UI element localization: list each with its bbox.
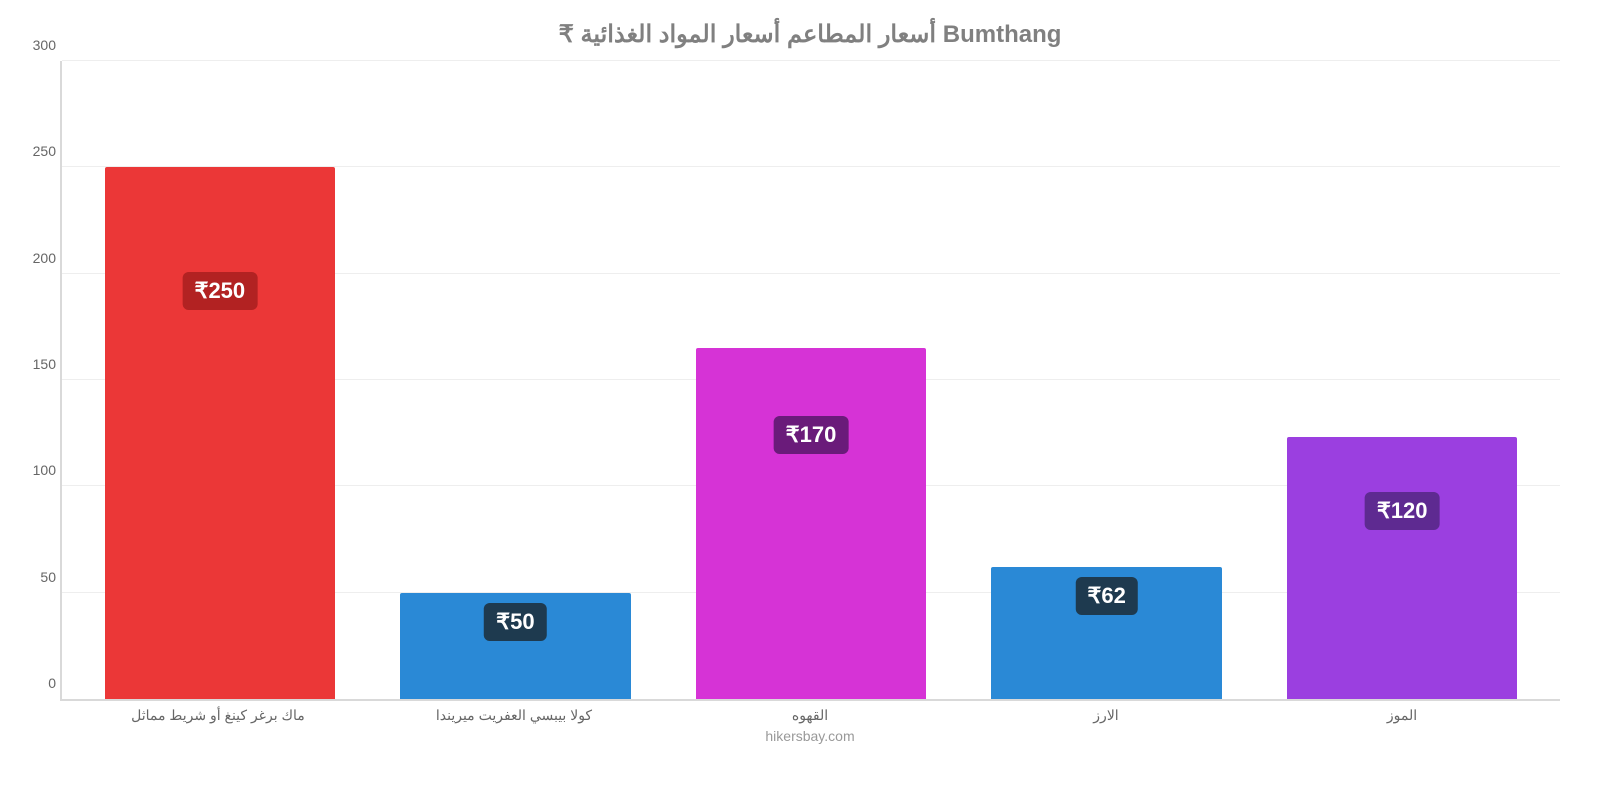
value-label: ₹250 bbox=[182, 272, 257, 310]
value-label: ₹50 bbox=[484, 603, 546, 641]
y-tick-label: 250 bbox=[12, 143, 56, 159]
bar-slot: ₹62 bbox=[959, 567, 1255, 699]
x-tick-label: الموز bbox=[1254, 707, 1550, 724]
bar: ₹50 bbox=[400, 593, 631, 699]
plot-area: 050100150200250300 ₹250₹50₹170₹62₹120 bbox=[60, 61, 1560, 701]
bar: ₹62 bbox=[991, 567, 1222, 699]
y-tick-label: 50 bbox=[12, 569, 56, 585]
bar: ₹250 bbox=[105, 167, 336, 699]
value-label: ₹170 bbox=[774, 416, 849, 454]
x-axis-labels: ماك برغر كينغ أو شريط مماثلكولا بيبسي ال… bbox=[60, 701, 1560, 724]
value-label: ₹120 bbox=[1365, 492, 1440, 530]
value-label: ₹62 bbox=[1075, 577, 1137, 615]
y-tick-label: 200 bbox=[12, 250, 56, 266]
y-tick-label: 300 bbox=[12, 37, 56, 53]
bar: ₹170 bbox=[696, 348, 927, 699]
x-tick-label: ماك برغر كينغ أو شريط مماثل bbox=[70, 707, 366, 724]
bar-slot: ₹50 bbox=[368, 593, 664, 699]
bars-container: ₹250 ₹50 ₹170 ₹62 ₹120 bbox=[62, 61, 1560, 699]
bar: ₹120 bbox=[1287, 437, 1518, 699]
y-tick-label: 150 bbox=[12, 356, 56, 372]
bar-slot: ₹120 bbox=[1254, 437, 1550, 699]
bar-slot: ₹170 bbox=[663, 348, 959, 699]
price-chart: ₹ أسعار المطاعم أسعار المواد الغذائية Bu… bbox=[0, 0, 1600, 800]
y-tick-label: 100 bbox=[12, 462, 56, 478]
y-tick-label: 0 bbox=[12, 675, 56, 691]
x-tick-label: القهوه bbox=[662, 707, 958, 724]
footer-credit: hikersbay.com bbox=[60, 728, 1560, 744]
x-tick-label: كولا بيبسي العفريت ميريندا bbox=[366, 707, 662, 724]
chart-title: ₹ أسعار المطاعم أسعار المواد الغذائية Bu… bbox=[60, 20, 1560, 49]
x-tick-label: الارز bbox=[958, 707, 1254, 724]
bar-slot: ₹250 bbox=[72, 167, 368, 699]
